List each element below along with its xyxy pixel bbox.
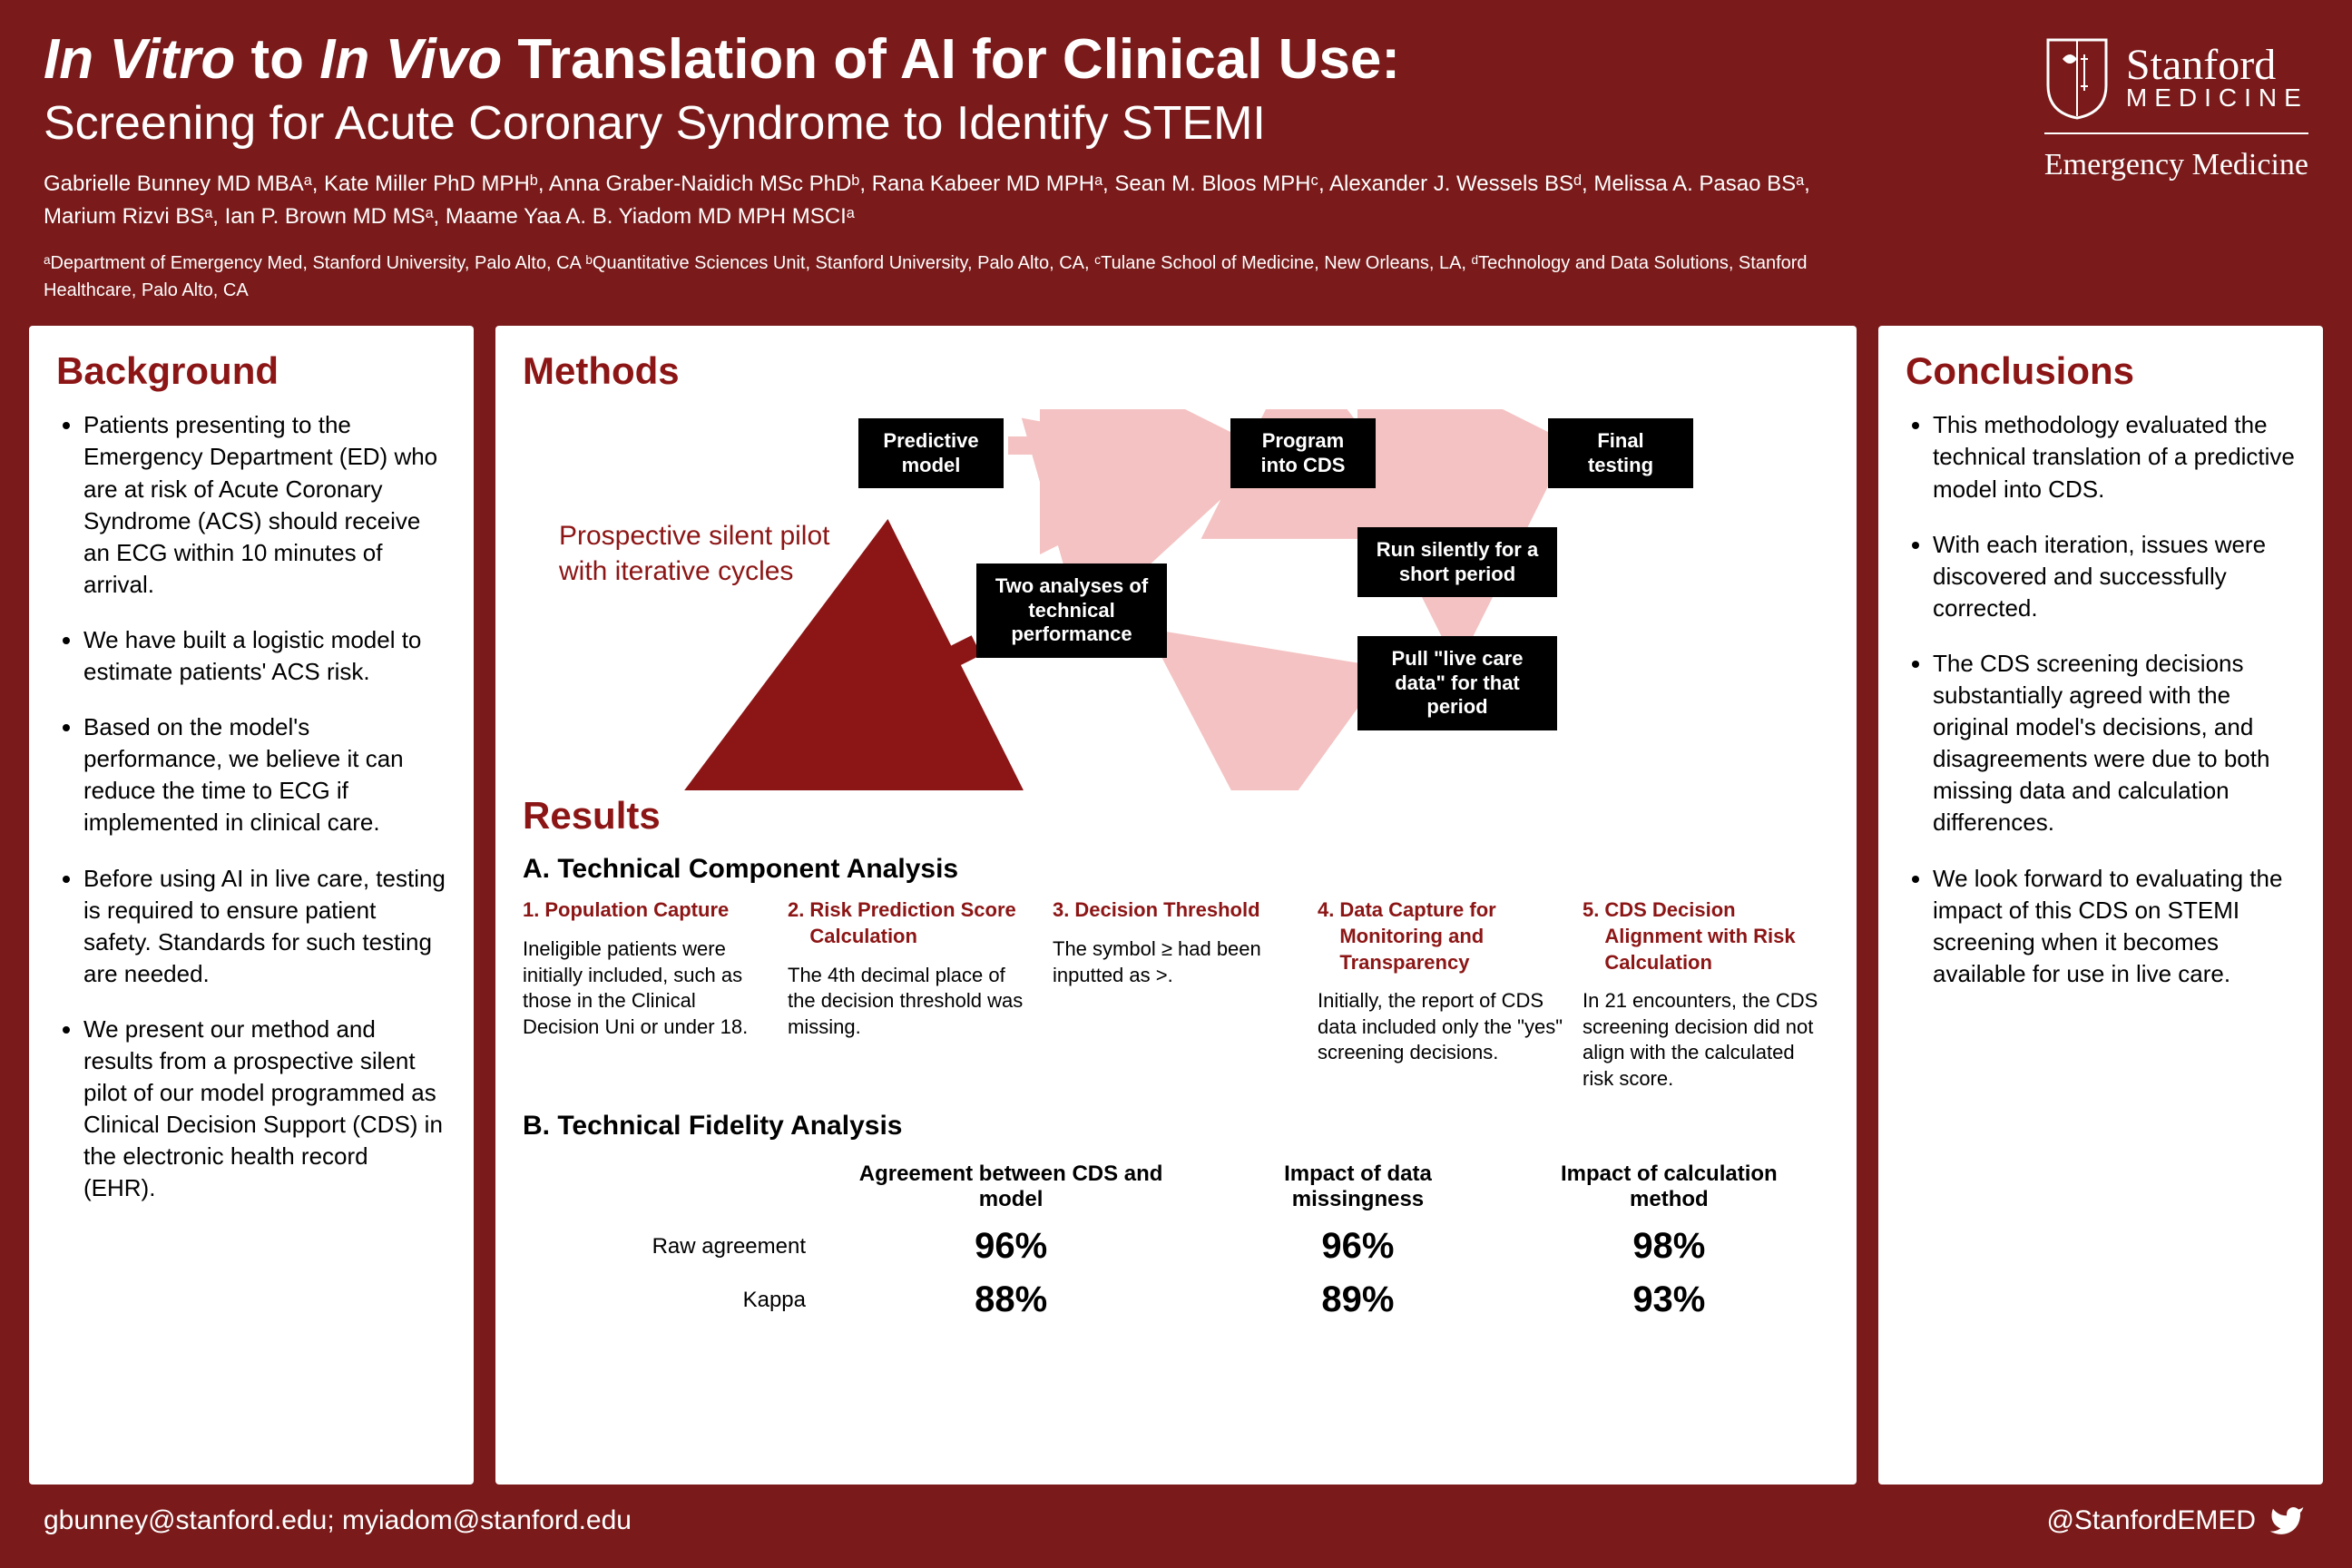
footer-handle: @StanfordEMED	[2046, 1505, 2256, 1536]
table-header-row: Agreement between CDS and model Impact o…	[524, 1156, 1828, 1220]
component-text: The 4th decimal place of the decision th…	[788, 963, 1034, 1041]
background-panel: Background Patients presenting to the Em…	[29, 326, 474, 1485]
title-rest: Translation of AI for Clinical Use:	[502, 28, 1400, 91]
background-bullet: We present our method and results from a…	[83, 1014, 446, 1205]
twitter-icon	[2269, 1503, 2305, 1539]
table-cell: 89%	[1207, 1274, 1508, 1326]
center-panel: Methods	[495, 326, 1857, 1485]
title-italic-2: In Vivo	[319, 28, 502, 91]
component-text: The symbol ≥ had been inputted as >.	[1053, 936, 1299, 988]
background-title: Background	[56, 349, 446, 393]
flow-box-final: Final testing	[1548, 418, 1693, 488]
table-col-header: Impact of data missingness	[1207, 1156, 1508, 1220]
table-cell: 93%	[1511, 1274, 1828, 1326]
component-1: 1.Population Capture Ineligible patients…	[523, 897, 769, 1092]
table-row-label: Raw agreement	[524, 1220, 815, 1272]
flow-box-pull: Pull "live care data" for that period	[1357, 636, 1557, 730]
flow-box-run: Run silently for a short period	[1357, 527, 1557, 597]
table-row: Kappa 88% 89% 93%	[524, 1274, 1828, 1326]
background-bullet: Based on the model's performance, we bel…	[83, 711, 446, 838]
title-mid: to	[235, 28, 319, 91]
logo-school: MEDICINE	[2126, 85, 2308, 111]
title-italic-1: In Vitro	[44, 28, 235, 91]
flow-box-predictive: Predictive model	[858, 418, 1004, 488]
table-cell: 98%	[1511, 1220, 1828, 1272]
poster-header: In Vitro to In Vivo Translation of AI fo…	[29, 29, 2323, 326]
table-row-label: Kappa	[524, 1274, 815, 1326]
authors-list: Gabrielle Bunney MD MBAᵃ, Kate Miller Ph…	[44, 168, 1840, 233]
conclusions-bullet: This methodology evaluated the technical…	[1933, 409, 2296, 505]
conclusions-bullets: This methodology evaluated the technical…	[1906, 409, 2296, 990]
footer-social: @StanfordEMED	[2046, 1503, 2305, 1539]
component-text: Initially, the report of CDS data includ…	[1318, 988, 1564, 1066]
logo-text: Stanford MEDICINE	[2126, 45, 2308, 110]
table-row: Raw agreement 96% 96% 98%	[524, 1220, 1828, 1272]
conclusions-bullet: We look forward to evaluating the impact…	[1933, 863, 2296, 990]
component-5: 5.CDS Decision Alignment with Risk Calcu…	[1583, 897, 1829, 1092]
methods-title: Methods	[523, 349, 1829, 393]
logo-university: Stanford	[2126, 45, 2308, 84]
section-b-heading: B. Technical Fidelity Analysis	[523, 1111, 1829, 1142]
table-col-header: Agreement between CDS and model	[817, 1156, 1205, 1220]
component-4: 4.Data Capture for Monitoring and Transp…	[1318, 897, 1564, 1092]
background-bullet: We have built a logistic model to estima…	[83, 624, 446, 688]
component-3: 3.Decision Threshold The symbol ≥ had be…	[1053, 897, 1299, 1092]
footer-emails: gbunney@stanford.edu; myiadom@stanford.e…	[44, 1505, 632, 1536]
poster-subtitle: Screening for Acute Coronary Syndrome to…	[44, 98, 1840, 150]
conclusions-title: Conclusions	[1906, 349, 2296, 393]
header-text-block: In Vitro to In Vivo Translation of AI fo…	[44, 29, 1840, 304]
poster-root: In Vitro to In Vivo Translation of AI fo…	[0, 0, 2352, 1568]
results-title: Results	[523, 794, 1829, 838]
logo-row: Stanford MEDICINE	[2044, 36, 2308, 134]
stanford-logo-block: Stanford MEDICINE Emergency Medicine	[2044, 29, 2308, 184]
table-col-header: Impact of calculation method	[1511, 1156, 1828, 1220]
results-section: Results A. Technical Component Analysis …	[523, 794, 1829, 1328]
component-2: 2.Risk Prediction Score Calculation The …	[788, 897, 1034, 1092]
section-a-heading: A. Technical Component Analysis	[523, 854, 1829, 885]
affiliations: ᵃDepartment of Emergency Med, Stanford U…	[44, 250, 1840, 304]
stanford-shield-icon	[2044, 36, 2110, 120]
poster-footer: gbunney@stanford.edu; myiadom@stanford.e…	[29, 1485, 2323, 1539]
table-cell: 96%	[1207, 1220, 1508, 1272]
conclusions-panel: Conclusions This methodology evaluated t…	[1878, 326, 2323, 1485]
poster-title: In Vitro to In Vivo Translation of AI fo…	[44, 29, 1840, 91]
components-row: 1.Population Capture Ineligible patients…	[523, 897, 1829, 1092]
component-text: In 21 encounters, the CDS screening deci…	[1583, 988, 1829, 1092]
methods-caption: Prospective silent pilot with iterative …	[559, 518, 849, 589]
flow-box-program: Program into CDS	[1230, 418, 1376, 488]
background-bullets: Patients presenting to the Emergency Dep…	[56, 409, 446, 1204]
flow-box-analyses: Two analyses of technical performance	[976, 564, 1167, 657]
conclusions-bullet: With each iteration, issues were discove…	[1933, 529, 2296, 624]
methods-flowchart: Prospective silent pilot with iterative …	[523, 409, 1829, 790]
background-bullet: Patients presenting to the Emergency Dep…	[83, 409, 446, 601]
logo-department: Emergency Medicine	[2044, 147, 2308, 184]
fidelity-table: Agreement between CDS and model Impact o…	[523, 1154, 1829, 1328]
table-cell: 88%	[817, 1274, 1205, 1326]
background-bullet: Before using AI in live care, testing is…	[83, 863, 446, 990]
conclusions-bullet: The CDS screening decisions substantiall…	[1933, 648, 2296, 839]
table-cell: 96%	[817, 1220, 1205, 1272]
component-text: Ineligible patients were initially inclu…	[523, 936, 769, 1040]
poster-body: Background Patients presenting to the Em…	[29, 326, 2323, 1485]
